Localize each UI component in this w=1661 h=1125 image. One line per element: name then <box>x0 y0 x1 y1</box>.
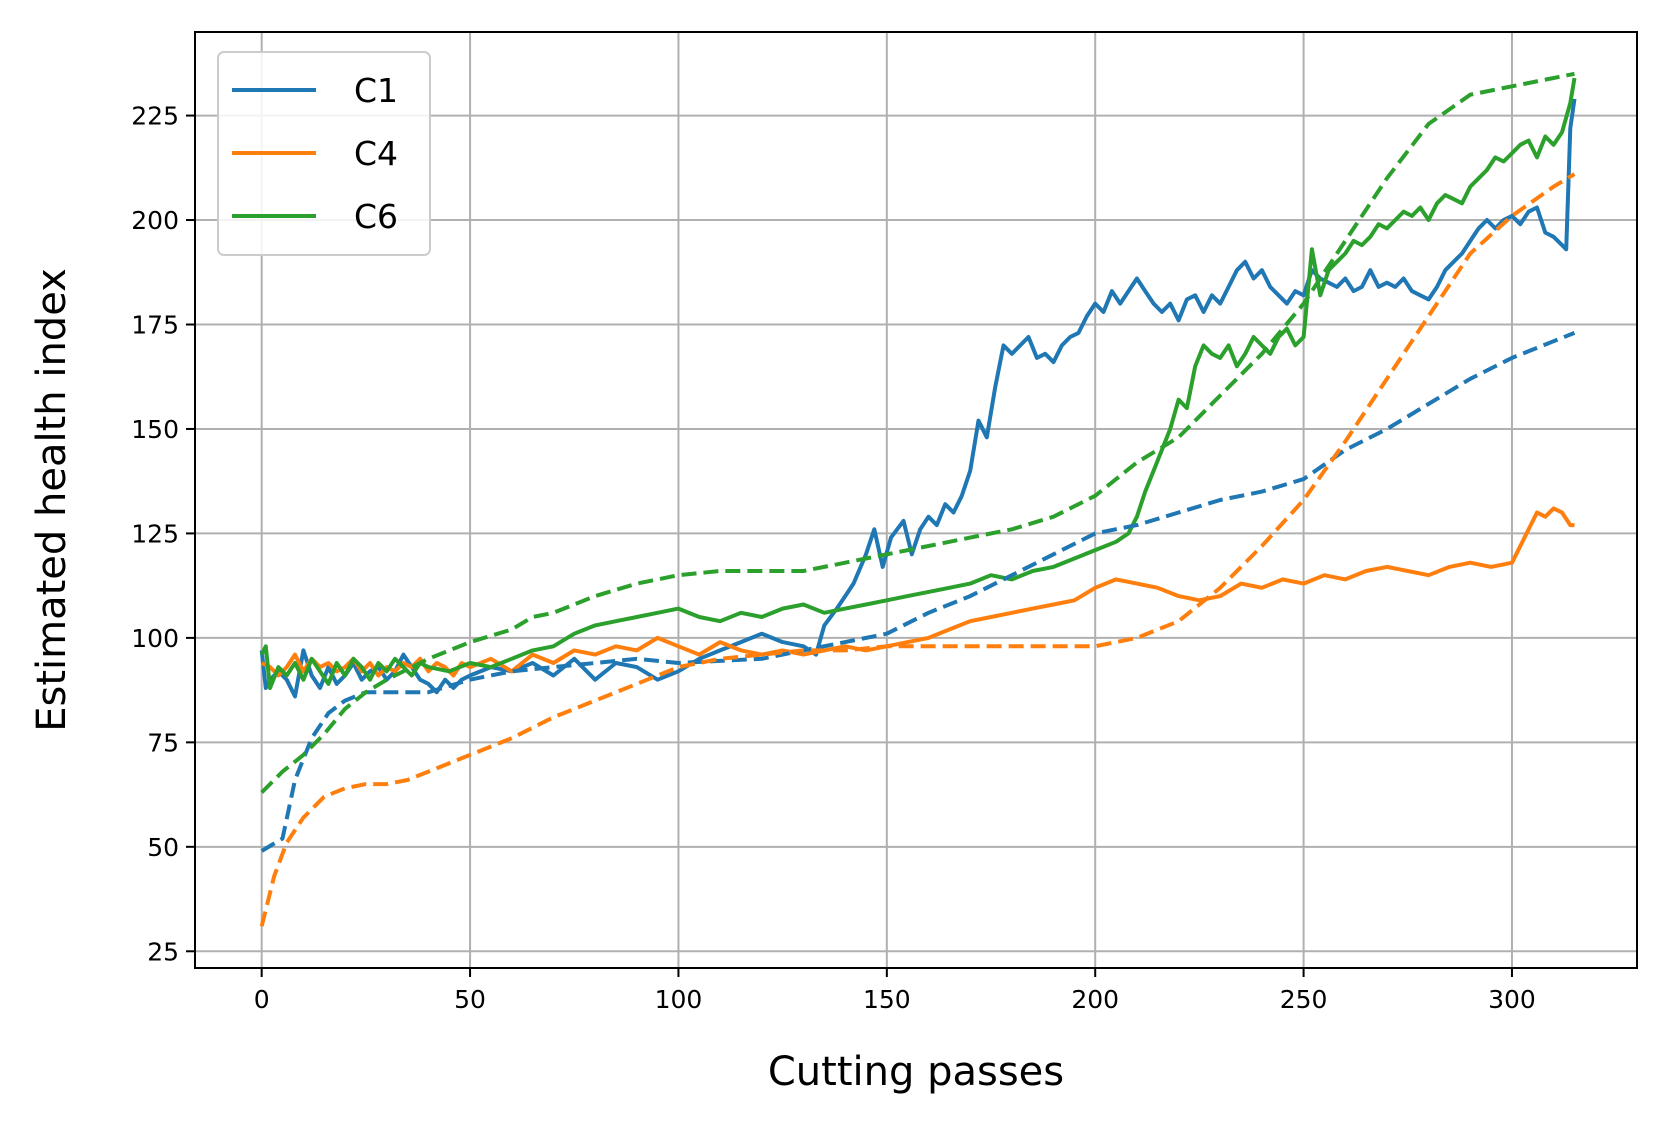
legend-label-c1: C1 <box>354 71 398 110</box>
legend: C1 C4 C6 <box>217 51 431 256</box>
x-tick-label: 150 <box>863 985 911 1014</box>
y-axis-title: Estimated health index <box>29 268 75 732</box>
y-tick-label: 75 <box>147 728 179 757</box>
y-tick-label: 100 <box>131 624 179 653</box>
x-tick-label: 50 <box>454 985 486 1014</box>
x-tick-label: 0 <box>254 985 270 1014</box>
y-tick-label: 50 <box>147 833 179 862</box>
x-tick-label: 250 <box>1280 985 1328 1014</box>
x-tick-label: 200 <box>1071 985 1119 1014</box>
y-tick-label: 225 <box>131 102 179 131</box>
y-tick-label: 150 <box>131 415 179 444</box>
dashed-series-line-4 <box>259 172 1576 927</box>
legend-box <box>217 51 431 256</box>
dashed-series-line-3 <box>260 331 1576 853</box>
dashed-series-line-5 <box>260 71 1575 794</box>
series-layer <box>259 71 1577 927</box>
x-axis-title: Cutting passes <box>768 1049 1064 1095</box>
x-tick-label: 300 <box>1488 985 1536 1014</box>
y-tick-label: 125 <box>131 519 179 548</box>
x-tick-label: 100 <box>655 985 703 1014</box>
grid <box>195 32 1637 968</box>
series-line-c1 <box>259 98 1577 699</box>
y-tick-label: 175 <box>131 311 179 340</box>
legend-label-c4: C4 <box>354 134 398 173</box>
y-tick-label: 25 <box>147 937 179 966</box>
plot-frame <box>194 31 1638 969</box>
y-tick-label: 200 <box>131 206 179 235</box>
axis-ticks: 0 50 100 150 200 250 300 25 50 75 100 125 150 175 200 2… <box>131 102 1536 1014</box>
series-line-c6 <box>259 77 1577 690</box>
legend-label-c6: C6 <box>354 197 398 236</box>
